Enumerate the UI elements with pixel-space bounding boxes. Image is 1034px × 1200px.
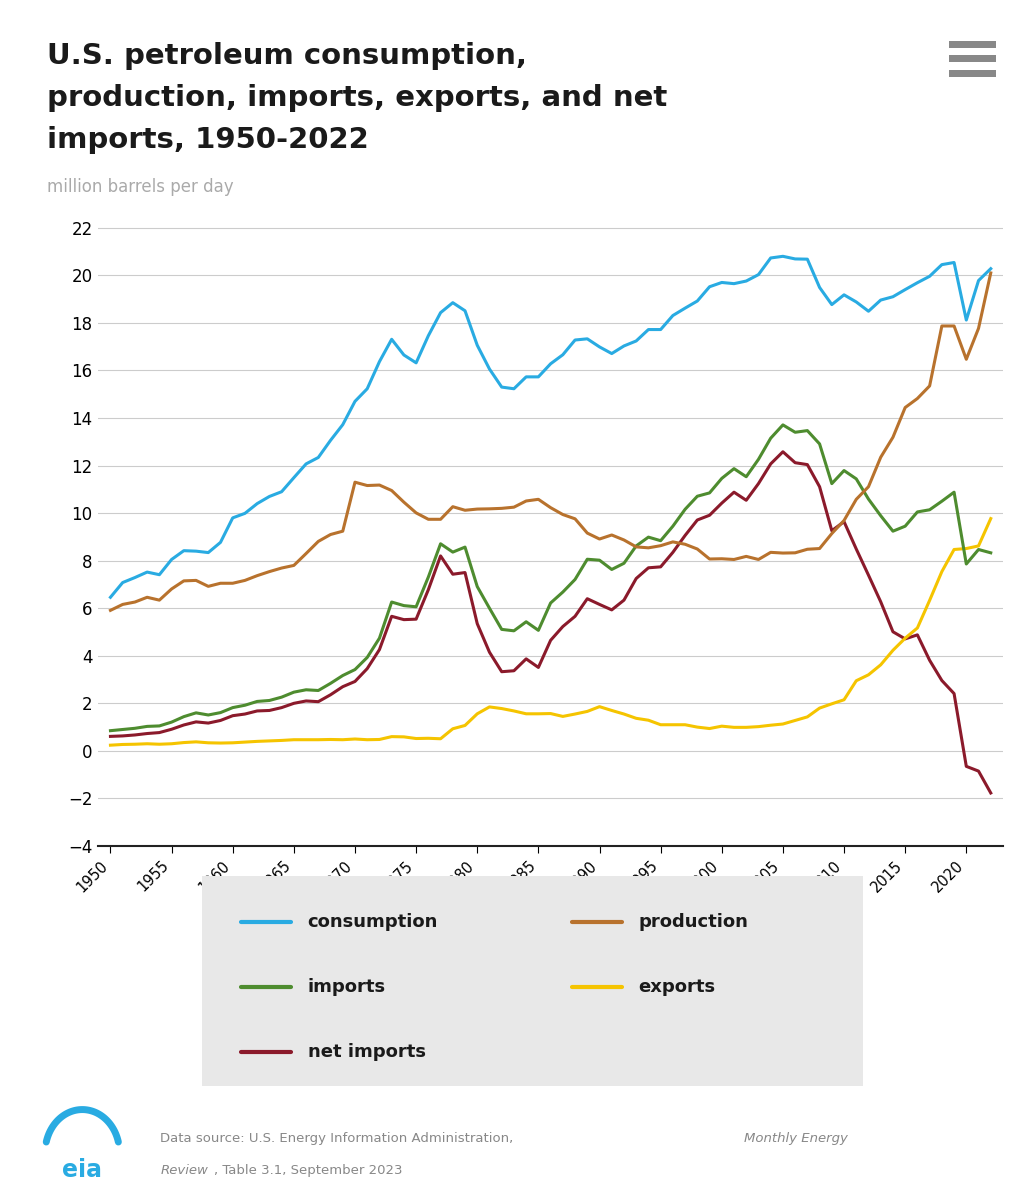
Text: net imports: net imports — [307, 1043, 426, 1061]
Text: production: production — [638, 913, 749, 931]
Text: imports, 1950-2022: imports, 1950-2022 — [47, 126, 368, 154]
Text: Data source: U.S. Energy Information Administration,: Data source: U.S. Energy Information Adm… — [160, 1132, 518, 1145]
Text: Monthly Energy: Monthly Energy — [744, 1132, 848, 1145]
Text: Review: Review — [160, 1164, 208, 1177]
Text: production, imports, exports, and net: production, imports, exports, and net — [47, 84, 667, 112]
Text: imports: imports — [307, 978, 386, 996]
Text: exports: exports — [638, 978, 716, 996]
Text: , Table 3.1, September 2023: , Table 3.1, September 2023 — [214, 1164, 402, 1177]
Text: consumption: consumption — [307, 913, 437, 931]
Text: U.S. petroleum consumption,: U.S. petroleum consumption, — [47, 42, 526, 70]
Text: million barrels per day: million barrels per day — [47, 178, 233, 196]
Text: eia: eia — [62, 1158, 102, 1182]
